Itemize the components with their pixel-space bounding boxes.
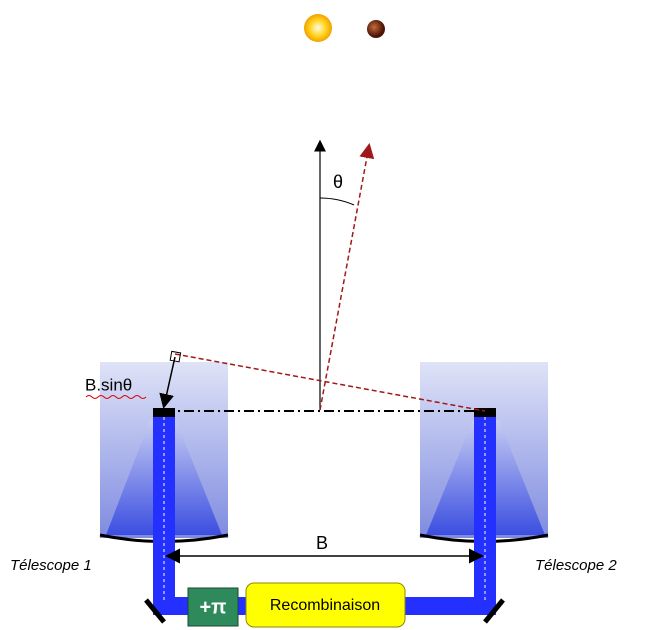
source-direction <box>319 143 375 411</box>
phase-label: +π <box>200 596 227 618</box>
telescope-label: Télescope 1 <box>10 557 92 574</box>
mirror <box>144 598 166 624</box>
delay-arrow <box>159 356 176 409</box>
wavefront <box>174 353 486 412</box>
telescope-label: Télescope 2 <box>535 557 617 574</box>
mirror <box>483 598 505 624</box>
star-icon <box>304 14 332 42</box>
phase-box <box>187 587 239 627</box>
baseline-label: B <box>316 533 328 553</box>
combiner-box <box>245 582 406 628</box>
angle-arc <box>319 197 355 206</box>
angle-label: θ <box>333 172 343 192</box>
delay-label: B.sinθ <box>85 375 132 394</box>
right-angle <box>169 350 182 363</box>
planet-icon <box>367 20 385 38</box>
combiner-label: Recombinaison <box>270 597 380 614</box>
spellcheck-underline <box>85 395 147 399</box>
